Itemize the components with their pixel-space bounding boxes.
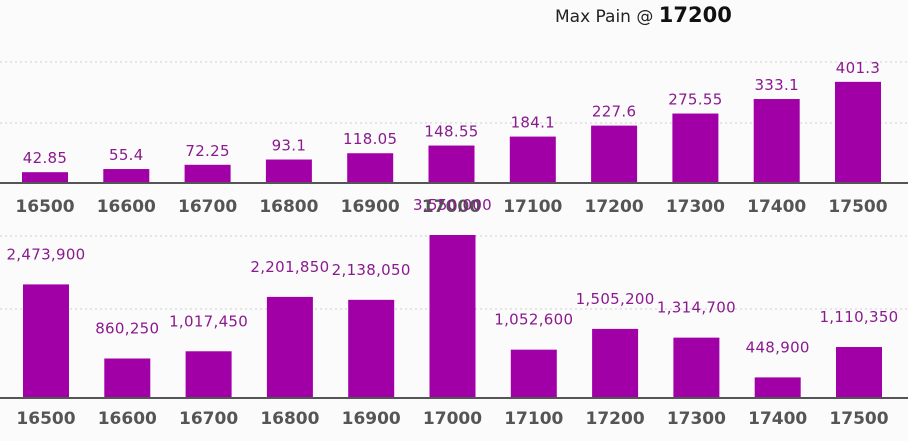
chart2-bar-17500 bbox=[836, 347, 882, 398]
chart1-bar-17000 bbox=[428, 145, 475, 183]
chart2-tick-label-16600: 16600 bbox=[98, 409, 157, 429]
chart2-tick-label-17000: 17000 bbox=[423, 409, 482, 429]
chart1-tick-label-17300: 17300 bbox=[666, 197, 725, 217]
chart2-tick-label-16800: 16800 bbox=[260, 409, 319, 429]
chart2-value-label-17200: 1,505,200 bbox=[576, 290, 655, 308]
chart1-value-label-16500: 42.85 bbox=[23, 149, 67, 167]
chart2-value-label-17000: 3,550,000 bbox=[413, 196, 492, 214]
chart2-tick-label-16900: 16900 bbox=[342, 409, 401, 429]
chart1-bar-17400 bbox=[753, 99, 800, 183]
chart2-bar-17100 bbox=[510, 349, 557, 398]
chart2-value-label-17400: 448,900 bbox=[746, 338, 810, 356]
chart1-tick-label-17100: 17100 bbox=[503, 197, 562, 217]
chart2-bar-17400 bbox=[754, 377, 801, 398]
chart2-value-label-16700: 1,017,450 bbox=[169, 312, 248, 330]
chart1-value-label-17200: 227.6 bbox=[592, 103, 636, 121]
chart1-bar-17100 bbox=[509, 136, 556, 183]
chart2-tick-label-17300: 17300 bbox=[667, 409, 726, 429]
chart2-bar-17200 bbox=[592, 328, 639, 398]
chart1-value-label-16600: 55.4 bbox=[109, 146, 144, 164]
chart2-bar-16600 bbox=[104, 358, 151, 398]
chart1-value-label-17100: 184.1 bbox=[511, 114, 555, 132]
chart2-bar-17300 bbox=[673, 337, 720, 398]
chart1-value-label-17500: 401.3 bbox=[836, 59, 880, 77]
chart2-tick-label-17400: 17400 bbox=[748, 409, 807, 429]
chart2-value-label-17300: 1,314,700 bbox=[657, 299, 736, 317]
chart2-tick-label-16700: 16700 bbox=[179, 409, 238, 429]
chart1-tick-label-16500: 16500 bbox=[15, 197, 74, 217]
chart1-value-label-17000: 148.55 bbox=[424, 123, 478, 141]
chart1-value-label-16800: 93.1 bbox=[272, 137, 307, 155]
chart1-bar-16600 bbox=[103, 169, 150, 183]
chart1-bar-17300 bbox=[672, 113, 719, 183]
chart1-tick-label-17200: 17200 bbox=[585, 197, 644, 217]
chart1-tick-label-16900: 16900 bbox=[341, 197, 400, 217]
chart1-bar-16700 bbox=[184, 164, 231, 183]
chart2-tick-label-17500: 17500 bbox=[829, 409, 888, 429]
chart1-bar-17500 bbox=[835, 81, 881, 183]
chart1-value-label-17300: 275.55 bbox=[668, 91, 722, 109]
chart2-bar-16900 bbox=[348, 299, 395, 398]
chart1-tick-label-17000: 17000 bbox=[422, 197, 481, 217]
chart1-value-label-16700: 72.25 bbox=[185, 142, 229, 160]
chart1-bar-16900 bbox=[347, 153, 394, 183]
chart2-value-label-17500: 1,110,350 bbox=[819, 308, 898, 326]
chart-title: Max Pain @ 17200 bbox=[555, 3, 732, 27]
chart2-value-label-16900: 2,138,050 bbox=[332, 261, 411, 279]
chart2-value-label-16800: 2,201,850 bbox=[250, 258, 329, 276]
chart1-tick-label-16600: 16600 bbox=[97, 197, 156, 217]
chart2-tick-label-17100: 17100 bbox=[504, 409, 563, 429]
chart2-value-label-16500: 2,473,900 bbox=[6, 245, 85, 263]
chart1-bar-16500 bbox=[22, 172, 68, 183]
chart2-bar-17000 bbox=[429, 235, 476, 398]
chart1-value-label-17400: 333.1 bbox=[754, 76, 798, 94]
chart1-tick-label-16800: 16800 bbox=[259, 197, 318, 217]
chart1-tick-label-17400: 17400 bbox=[747, 197, 806, 217]
chart2-value-label-17100: 1,052,600 bbox=[494, 311, 573, 329]
max-pain-label: Max Pain @ bbox=[555, 7, 654, 27]
max-pain-value: 17200 bbox=[658, 3, 732, 27]
chart2-value-label-16600: 860,250 bbox=[95, 320, 159, 338]
chart1-value-label-16900: 118.05 bbox=[343, 130, 397, 148]
chart2-tick-label-16500: 16500 bbox=[16, 409, 75, 429]
chart2-bar-16500 bbox=[23, 284, 69, 398]
chart2-bar-16700 bbox=[185, 351, 232, 398]
chart2-bar-16800 bbox=[266, 296, 313, 398]
chart1-bar-16800 bbox=[265, 159, 312, 183]
chart2-tick-label-17200: 17200 bbox=[586, 409, 645, 429]
chart1-tick-label-17500: 17500 bbox=[828, 197, 887, 217]
chart1-bar-17200 bbox=[591, 125, 638, 183]
chart1-tick-label-16700: 16700 bbox=[178, 197, 237, 217]
